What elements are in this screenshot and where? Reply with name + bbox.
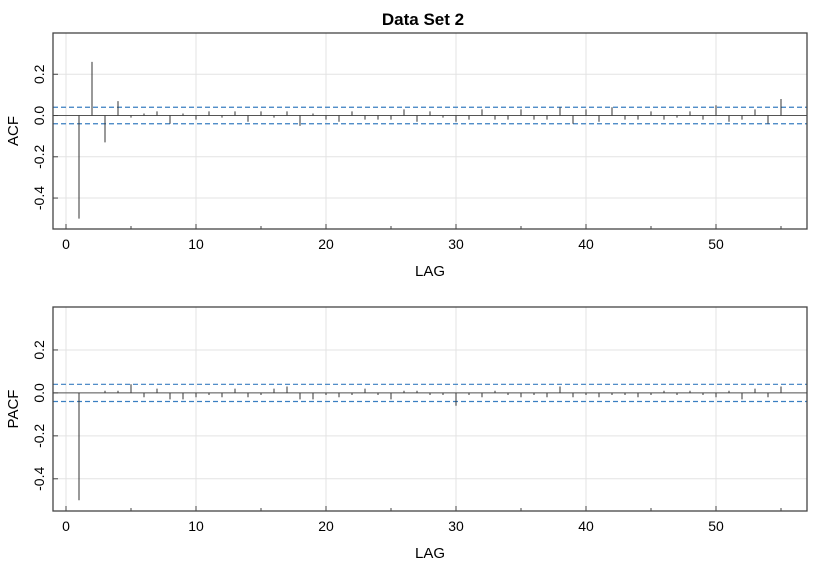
acf-y-tick-label: 0.2 <box>31 64 47 84</box>
pacf-x-tick-label: 20 <box>318 518 334 534</box>
acf-bars <box>53 61 807 219</box>
acf-x-axis-label: LAG <box>415 263 445 280</box>
acf-axis-ticks: 0 10 20 30 40 50 -0.4 -0.2 0.0 0.2 <box>31 64 782 252</box>
pacf-y-tick-label: 0.0 <box>31 383 47 403</box>
acf-panel: 0 10 20 30 40 50 -0.4 -0.2 0.0 0.2 LAG ACF <box>5 32 808 280</box>
pacf-x-tick-label: 40 <box>578 518 594 534</box>
pacf-x-tick-label: 50 <box>708 518 724 534</box>
acf-x-tick-label: 0 <box>62 236 70 252</box>
acf-y-tick-label: -0.4 <box>31 186 47 210</box>
acf-plot-frame <box>52 32 808 230</box>
pacf-bars <box>53 383 807 501</box>
acf-y-tick-label: -0.2 <box>31 145 47 169</box>
pacf-grid <box>53 307 807 511</box>
acf-y-axis-label: ACF <box>5 116 22 146</box>
pacf-x-tick-label: 10 <box>188 518 204 534</box>
acf-x-tick-label: 30 <box>448 236 464 252</box>
pacf-y-tick-label: -0.4 <box>31 467 47 491</box>
pacf-axis-ticks: 0 10 20 30 40 50 -0.4 -0.2 0.0 0.2 <box>31 340 782 534</box>
pacf-x-axis-label: LAG <box>415 545 445 562</box>
acf-y-tick-label: 0.0 <box>31 106 47 126</box>
acf-x-tick-label: 40 <box>578 236 594 252</box>
acf-grid <box>53 33 807 229</box>
pacf-plot-frame <box>52 306 808 512</box>
pacf-x-tick-label: 0 <box>62 518 70 534</box>
pacf-y-tick-label: -0.2 <box>31 424 47 448</box>
pacf-y-tick-label: 0.2 <box>31 340 47 360</box>
pacf-x-tick-label: 30 <box>448 518 464 534</box>
pacf-y-axis-label: PACF <box>5 390 22 429</box>
acf-x-tick-label: 10 <box>188 236 204 252</box>
pacf-panel: 0 10 20 30 40 50 -0.4 -0.2 0.0 0.2 LAG PACF <box>5 306 808 562</box>
chart-title: Data Set 2 <box>382 10 464 29</box>
acf-x-tick-label: 20 <box>318 236 334 252</box>
acf-x-tick-label: 50 <box>708 236 724 252</box>
